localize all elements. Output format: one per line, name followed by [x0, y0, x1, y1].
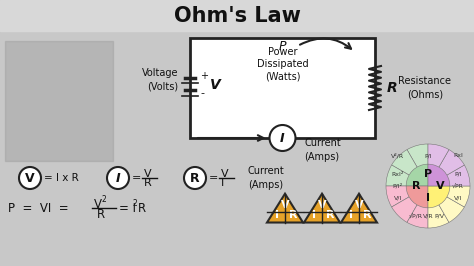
Text: V/R: V/R [423, 214, 433, 219]
Circle shape [107, 167, 129, 189]
Circle shape [19, 167, 41, 189]
Wedge shape [428, 186, 465, 222]
Text: V: V [355, 200, 363, 210]
Wedge shape [386, 186, 428, 207]
Wedge shape [392, 150, 428, 186]
Wedge shape [428, 165, 470, 186]
Text: I: I [349, 210, 353, 220]
Text: R: R [138, 202, 146, 214]
Text: V²/R: V²/R [391, 153, 404, 159]
Wedge shape [428, 150, 465, 186]
Text: I: I [221, 178, 224, 188]
Text: V: V [281, 200, 289, 210]
Wedge shape [428, 186, 470, 207]
Text: Ohm's Law: Ohm's Law [173, 6, 301, 26]
Bar [190, 38, 375, 138]
Bar [0, 0, 474, 31]
Text: I: I [116, 172, 120, 185]
Text: =: = [132, 173, 141, 183]
Text: Current
(Amps): Current (Amps) [304, 138, 341, 162]
Text: Voltage
(Volts): Voltage (Volts) [142, 68, 178, 92]
Wedge shape [386, 165, 428, 186]
Text: P/V: P/V [435, 214, 445, 219]
Text: P/I²: P/I² [392, 183, 403, 189]
Wedge shape [428, 164, 450, 186]
Text: R: R [363, 210, 371, 220]
Wedge shape [428, 144, 449, 186]
Text: R: R [326, 210, 334, 220]
Text: V: V [94, 197, 102, 210]
Text: Power
Dissipated
(Watts): Power Dissipated (Watts) [257, 47, 308, 81]
Text: V/I: V/I [454, 195, 462, 200]
Circle shape [270, 125, 295, 151]
Text: V/I: V/I [393, 195, 402, 200]
Text: V: V [318, 200, 326, 210]
Text: Current
(Amps): Current (Amps) [248, 167, 285, 190]
Text: R: R [387, 81, 398, 95]
Wedge shape [392, 186, 428, 222]
Text: 2: 2 [133, 198, 138, 207]
Text: P  =  VI  =: P = VI = [8, 202, 69, 214]
Text: V: V [25, 172, 35, 185]
Circle shape [184, 167, 206, 189]
Text: =: = [209, 173, 219, 183]
Text: = I: = I [119, 202, 136, 214]
Text: √PR: √PR [452, 183, 464, 189]
Text: RxI: RxI [453, 153, 463, 158]
Text: R: R [144, 178, 152, 188]
Wedge shape [406, 164, 428, 186]
Text: I: I [426, 193, 430, 203]
Text: = I x R: = I x R [44, 173, 79, 183]
Text: I: I [280, 131, 285, 144]
Text: R: R [190, 172, 200, 185]
Text: V: V [436, 181, 444, 191]
Text: P/I: P/I [424, 153, 432, 158]
Text: √P/R: √P/R [409, 214, 423, 219]
Text: V: V [210, 78, 221, 92]
Text: P: P [279, 39, 286, 52]
Text: P/I: P/I [455, 172, 462, 177]
Text: R: R [289, 210, 297, 220]
Text: 2: 2 [102, 194, 107, 203]
Wedge shape [406, 186, 428, 208]
Text: R: R [97, 207, 105, 221]
Text: I: I [275, 210, 279, 220]
Text: RxI²: RxI² [392, 172, 404, 177]
Wedge shape [407, 186, 428, 228]
Text: R: R [412, 181, 420, 191]
Text: +: + [200, 71, 208, 81]
Wedge shape [407, 144, 428, 186]
Bar [5, 41, 113, 161]
Polygon shape [341, 194, 377, 223]
Wedge shape [428, 186, 450, 208]
Text: -: - [200, 88, 204, 98]
Text: Resistance
(Ohms): Resistance (Ohms) [399, 76, 452, 99]
Text: V: V [144, 169, 152, 179]
Polygon shape [267, 194, 303, 223]
Polygon shape [304, 194, 340, 223]
Text: I: I [312, 210, 316, 220]
Text: P: P [424, 169, 432, 179]
Wedge shape [428, 186, 449, 228]
Text: V: V [221, 169, 228, 179]
